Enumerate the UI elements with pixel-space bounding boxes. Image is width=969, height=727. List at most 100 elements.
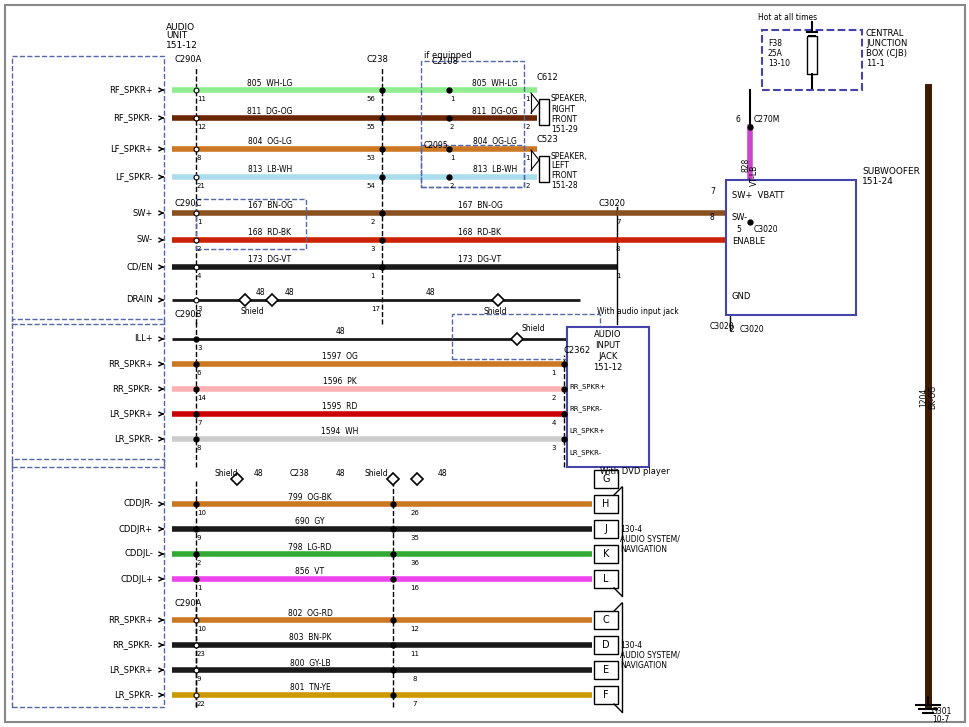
Text: 4: 4 bbox=[197, 273, 202, 279]
Text: LR_SPKR+: LR_SPKR+ bbox=[109, 409, 153, 419]
Text: 10: 10 bbox=[197, 510, 205, 516]
Text: 2: 2 bbox=[551, 395, 555, 401]
Text: C2362: C2362 bbox=[563, 347, 590, 356]
Text: 36: 36 bbox=[410, 560, 419, 566]
Text: CDDJL+: CDDJL+ bbox=[120, 574, 153, 584]
Text: 35: 35 bbox=[410, 535, 419, 541]
Text: 8: 8 bbox=[413, 676, 417, 682]
Text: 813  LB-WH: 813 LB-WH bbox=[472, 166, 516, 174]
Text: SUBWOOFER: SUBWOOFER bbox=[861, 167, 919, 177]
Text: LR_SPKR+: LR_SPKR+ bbox=[109, 665, 153, 675]
Text: 16: 16 bbox=[410, 585, 419, 591]
Text: C3020: C3020 bbox=[709, 323, 734, 332]
Text: 828: 828 bbox=[740, 158, 750, 172]
FancyBboxPatch shape bbox=[593, 686, 617, 704]
Text: 804  OG-LG: 804 OG-LG bbox=[473, 137, 516, 147]
Text: C270M: C270M bbox=[753, 114, 780, 124]
Text: 48: 48 bbox=[335, 468, 344, 478]
Text: 1204: 1204 bbox=[919, 387, 927, 406]
Text: 12: 12 bbox=[197, 124, 205, 130]
Text: 1: 1 bbox=[450, 96, 454, 102]
Text: 4: 4 bbox=[551, 420, 555, 426]
Text: 1594  WH: 1594 WH bbox=[321, 427, 359, 436]
Text: Shield: Shield bbox=[364, 468, 389, 478]
Text: 168  RD-BK: 168 RD-BK bbox=[458, 228, 501, 238]
Text: 2: 2 bbox=[450, 183, 453, 189]
Text: 2: 2 bbox=[525, 124, 529, 130]
Text: 173  DG-VT: 173 DG-VT bbox=[458, 255, 501, 265]
Text: JUNCTION: JUNCTION bbox=[865, 39, 906, 49]
Text: 1596  PK: 1596 PK bbox=[323, 377, 357, 387]
Text: RR_SPKR-: RR_SPKR- bbox=[569, 406, 602, 412]
Text: CDDJR-: CDDJR- bbox=[123, 499, 153, 508]
Text: RF_SPKR-: RF_SPKR- bbox=[113, 113, 153, 123]
Text: 48: 48 bbox=[284, 289, 294, 297]
FancyBboxPatch shape bbox=[567, 327, 648, 467]
Text: 8: 8 bbox=[197, 155, 202, 161]
Text: 21: 21 bbox=[197, 183, 205, 189]
Text: INPUT: INPUT bbox=[595, 342, 620, 350]
Text: 1: 1 bbox=[197, 585, 202, 591]
Text: ILL+: ILL+ bbox=[135, 334, 153, 343]
Text: SW-: SW- bbox=[732, 214, 747, 222]
Text: NAVIGATION: NAVIGATION bbox=[619, 545, 667, 553]
Text: 2: 2 bbox=[730, 326, 734, 334]
Text: 8: 8 bbox=[709, 214, 714, 222]
Text: C290A: C290A bbox=[174, 598, 203, 608]
Text: 813  LB-WH: 813 LB-WH bbox=[248, 166, 292, 174]
FancyBboxPatch shape bbox=[593, 570, 617, 588]
Text: Hot at all times: Hot at all times bbox=[757, 14, 816, 23]
Text: C612: C612 bbox=[537, 73, 558, 82]
Text: 856  VT: 856 VT bbox=[296, 568, 325, 577]
Text: 5: 5 bbox=[735, 225, 740, 235]
Text: 11: 11 bbox=[410, 651, 419, 657]
Text: 11: 11 bbox=[197, 96, 205, 102]
Text: 13-10: 13-10 bbox=[767, 60, 789, 68]
Text: 801  TN-YE: 801 TN-YE bbox=[290, 683, 330, 693]
Text: C3020: C3020 bbox=[739, 326, 764, 334]
Text: 3: 3 bbox=[370, 246, 375, 252]
Text: RR_SPKR-: RR_SPKR- bbox=[112, 640, 153, 649]
Text: 48: 48 bbox=[424, 289, 434, 297]
Text: SW+: SW+ bbox=[133, 209, 153, 217]
Polygon shape bbox=[387, 473, 398, 485]
Text: LR_SPKR+: LR_SPKR+ bbox=[569, 427, 604, 434]
FancyBboxPatch shape bbox=[593, 495, 617, 513]
Text: C290A: C290A bbox=[174, 55, 203, 65]
FancyBboxPatch shape bbox=[593, 636, 617, 654]
Text: 151-29: 151-29 bbox=[550, 124, 578, 134]
FancyBboxPatch shape bbox=[5, 5, 964, 722]
FancyBboxPatch shape bbox=[593, 661, 617, 679]
Text: 151-12: 151-12 bbox=[593, 364, 622, 372]
Polygon shape bbox=[511, 333, 522, 345]
Text: LF_SPKR-: LF_SPKR- bbox=[114, 172, 153, 182]
Text: 48: 48 bbox=[255, 289, 265, 297]
Text: 10: 10 bbox=[197, 626, 205, 632]
Text: LEFT: LEFT bbox=[550, 161, 568, 171]
Text: DRAIN: DRAIN bbox=[126, 295, 153, 305]
Text: 3: 3 bbox=[197, 306, 202, 312]
FancyBboxPatch shape bbox=[725, 180, 855, 315]
Text: 11-1: 11-1 bbox=[865, 60, 884, 68]
Text: 2: 2 bbox=[370, 219, 375, 225]
Text: 7: 7 bbox=[413, 701, 417, 707]
Text: Shield: Shield bbox=[215, 468, 238, 478]
Text: With audio input jack: With audio input jack bbox=[596, 308, 678, 316]
Text: LR_SPKR-: LR_SPKR- bbox=[569, 449, 601, 457]
Text: 805  WH-LG: 805 WH-LG bbox=[472, 79, 517, 87]
Text: G301: G301 bbox=[931, 707, 952, 715]
Text: 17: 17 bbox=[370, 306, 380, 312]
Text: 799  OG-BK: 799 OG-BK bbox=[288, 492, 331, 502]
FancyBboxPatch shape bbox=[539, 99, 548, 125]
Text: With DVD player: With DVD player bbox=[600, 467, 669, 476]
Text: Shield: Shield bbox=[521, 324, 545, 334]
Text: LF_SPKR+: LF_SPKR+ bbox=[110, 145, 153, 153]
Text: 1: 1 bbox=[525, 155, 529, 161]
Text: 811  DG-OG: 811 DG-OG bbox=[472, 106, 517, 116]
Text: 1: 1 bbox=[551, 370, 555, 376]
FancyBboxPatch shape bbox=[593, 520, 617, 538]
Text: SPEAKER,: SPEAKER, bbox=[550, 151, 587, 161]
Text: 1597  OG: 1597 OG bbox=[322, 353, 358, 361]
Text: 23: 23 bbox=[197, 651, 205, 657]
Text: C290C: C290C bbox=[174, 198, 203, 207]
